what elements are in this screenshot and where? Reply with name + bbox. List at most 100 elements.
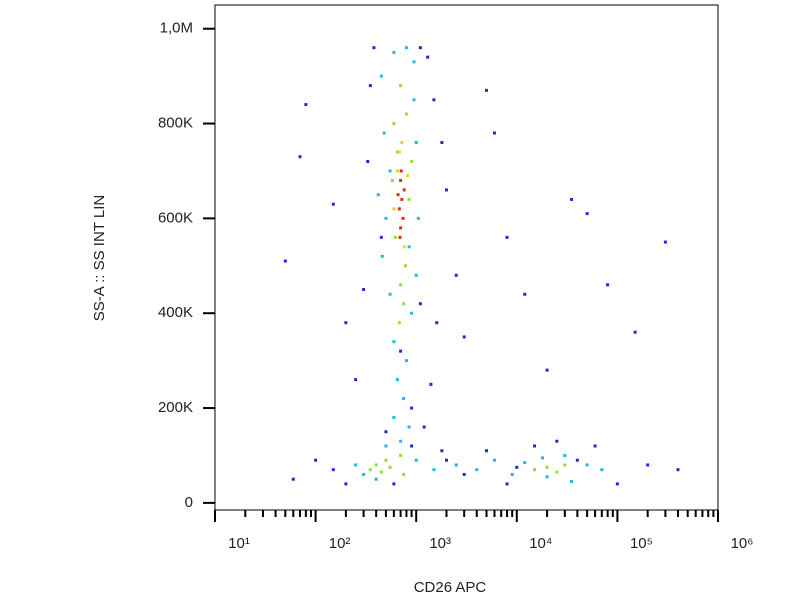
point <box>392 482 396 486</box>
point <box>432 468 436 472</box>
point <box>399 349 403 353</box>
point <box>402 397 406 401</box>
point <box>402 472 406 476</box>
point <box>379 470 383 474</box>
point <box>382 131 386 135</box>
point <box>510 472 514 476</box>
point <box>414 141 418 145</box>
point <box>402 188 406 192</box>
point <box>432 98 436 102</box>
point <box>407 425 411 429</box>
point <box>398 235 402 239</box>
point <box>304 103 308 107</box>
x-tick-label: 10¹ <box>228 535 250 552</box>
point <box>485 88 489 92</box>
point <box>392 416 396 420</box>
point <box>392 50 396 54</box>
point <box>410 444 414 448</box>
point <box>555 439 559 443</box>
point <box>392 340 396 344</box>
point <box>454 463 458 467</box>
point <box>570 480 574 484</box>
point <box>388 169 392 173</box>
point <box>633 330 637 334</box>
point <box>291 477 295 481</box>
point <box>384 458 388 462</box>
point <box>412 98 416 102</box>
point <box>429 382 433 386</box>
point <box>663 240 667 244</box>
point <box>615 482 619 486</box>
point <box>344 482 348 486</box>
point <box>372 46 376 50</box>
point <box>379 235 383 239</box>
point <box>462 335 466 339</box>
point <box>404 46 408 50</box>
point <box>404 112 408 116</box>
x-tick-label: 10⁶ <box>731 535 754 552</box>
x-tick-label: 10⁵ <box>630 535 653 552</box>
plot-frame <box>214 4 719 511</box>
point <box>545 475 549 479</box>
x-axis-label: CD26 APC <box>414 579 487 596</box>
point <box>515 465 519 469</box>
y-tick-label: 200K <box>158 399 193 416</box>
point <box>354 378 358 382</box>
point <box>410 406 414 410</box>
point <box>454 273 458 277</box>
point <box>412 60 416 64</box>
point <box>402 245 406 249</box>
point <box>402 302 406 306</box>
point <box>396 193 400 197</box>
point <box>492 131 496 135</box>
point <box>440 141 444 145</box>
point <box>283 259 287 263</box>
point <box>384 430 388 434</box>
point <box>395 150 399 154</box>
point <box>404 359 408 363</box>
point <box>362 472 366 476</box>
y-tick-label: 600K <box>158 209 193 226</box>
point <box>475 468 479 472</box>
point <box>585 212 589 216</box>
point <box>407 245 411 249</box>
point <box>440 449 444 453</box>
point <box>523 292 527 296</box>
point <box>533 468 537 472</box>
point <box>344 321 348 325</box>
point <box>376 193 380 197</box>
point <box>575 458 579 462</box>
point <box>399 169 403 173</box>
point <box>414 458 418 462</box>
point <box>540 456 544 460</box>
point <box>403 264 407 268</box>
point <box>646 463 650 467</box>
point <box>593 444 597 448</box>
y-tick-label: 400K <box>158 304 193 321</box>
x-tick-label: 10⁴ <box>529 535 552 552</box>
point <box>401 216 405 220</box>
point <box>462 472 466 476</box>
point <box>399 226 403 230</box>
point <box>533 444 537 448</box>
point <box>418 302 422 306</box>
point <box>399 84 403 88</box>
point <box>545 465 549 469</box>
point <box>545 368 549 372</box>
point <box>570 197 574 201</box>
x-tick-label: 10² <box>329 535 351 552</box>
point <box>331 468 335 472</box>
point <box>426 55 430 59</box>
point <box>399 178 403 182</box>
point <box>563 453 567 457</box>
point <box>366 159 370 163</box>
point <box>444 188 448 192</box>
point <box>392 207 396 211</box>
point <box>485 449 489 453</box>
point <box>384 444 388 448</box>
y-tick-label: 0 <box>185 494 193 511</box>
point <box>397 321 401 325</box>
point <box>374 463 378 467</box>
point <box>410 311 414 315</box>
